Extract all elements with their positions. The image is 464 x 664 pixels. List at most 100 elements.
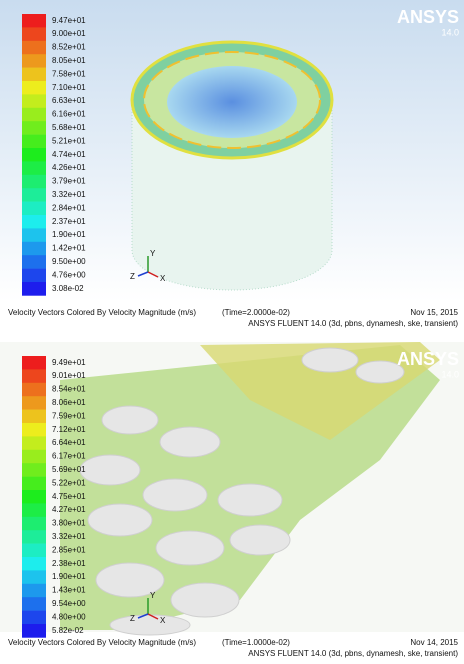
legend-label: 1.90e+01 (52, 230, 86, 239)
triad-label: X (160, 616, 166, 625)
legend-label: 5.22e+01 (52, 478, 86, 487)
caption: Velocity Vectors Colored By Velocity Mag… (8, 638, 196, 647)
legend-swatch (22, 108, 46, 122)
legend-label: 4.27e+01 (52, 505, 86, 514)
legend-label: 3.79e+01 (52, 177, 86, 186)
legend-swatch (22, 383, 46, 397)
legend-label: 9.54e+00 (52, 599, 86, 608)
legend-label: 7.10e+01 (52, 83, 86, 92)
legend-swatch (22, 282, 46, 296)
solver: ANSYS FLUENT 14.0 (3d, pbns, dynamesh, s… (248, 319, 458, 328)
legend-label: 2.37e+01 (52, 217, 86, 226)
legend-label: 9.50e+00 (52, 257, 86, 266)
legend-label: 9.01e+01 (52, 371, 86, 380)
legend-label: 8.52e+01 (52, 43, 86, 52)
legend-label: 4.74e+01 (52, 150, 86, 159)
logo-version: 14.0 (441, 369, 459, 379)
legend-label: 8.54e+01 (52, 385, 86, 394)
triad-label: Y (150, 249, 156, 258)
legend-swatch (22, 202, 46, 216)
caption: Velocity Vectors Colored By Velocity Mag… (8, 308, 196, 317)
legend-swatch (22, 396, 46, 410)
logo: ANSYS (397, 7, 459, 27)
legend-swatch (22, 369, 46, 383)
legend-swatch (22, 423, 46, 437)
legend-swatch (22, 161, 46, 175)
triad-label: Y (150, 591, 156, 600)
legend-label: 4.75e+01 (52, 492, 86, 501)
legend-swatch (22, 242, 46, 256)
legend-label: 7.12e+01 (52, 425, 86, 434)
legend-label: 9.47e+01 (52, 16, 86, 25)
legend-label: 2.85e+01 (52, 545, 86, 554)
legend-swatch (22, 148, 46, 162)
legend-label: 6.63e+01 (52, 96, 86, 105)
time: (Time=2.0000e-02) (222, 308, 290, 317)
legend-swatch (22, 228, 46, 242)
legend-swatch (22, 68, 46, 82)
legend-swatch (22, 215, 46, 229)
triad-label: Z (130, 272, 135, 281)
legend-swatch (22, 121, 46, 135)
legend-swatch (22, 81, 46, 95)
legend-swatch (22, 597, 46, 611)
legend-label: 7.58e+01 (52, 69, 86, 78)
legend-label: 4.80e+00 (52, 612, 86, 621)
legend-label: 7.59e+01 (52, 411, 86, 420)
legend-label: 9.49e+01 (52, 358, 86, 367)
legend-label: 3.32e+01 (52, 532, 86, 541)
legend-label: 8.06e+01 (52, 398, 86, 407)
legend-swatch (22, 255, 46, 269)
legend-swatch (22, 94, 46, 108)
legend-label: 5.21e+01 (52, 136, 86, 145)
legend-swatch (22, 188, 46, 202)
legend-label: 1.90e+01 (52, 572, 86, 581)
legend-swatch (22, 584, 46, 598)
legend-swatch (22, 530, 46, 544)
legend-label: 4.76e+00 (52, 270, 86, 279)
legend-label: 6.16e+01 (52, 110, 86, 119)
legend-swatch (22, 544, 46, 558)
legend-swatch (22, 503, 46, 517)
legend-swatch (22, 450, 46, 464)
legend-label: 3.08e-02 (52, 284, 84, 293)
legend-label: 5.82e-02 (52, 626, 84, 635)
legend-label: 6.17e+01 (52, 452, 86, 461)
logo-version: 14.0 (441, 27, 459, 37)
legend-label: 2.38e+01 (52, 559, 86, 568)
legend-swatch (22, 41, 46, 55)
legend-swatch (22, 557, 46, 571)
legend-swatch (22, 135, 46, 149)
legend-label: 1.43e+01 (52, 586, 86, 595)
legend-swatch (22, 14, 46, 28)
legend-swatch (22, 463, 46, 477)
cylinder-core (167, 66, 297, 138)
legend-swatch (22, 269, 46, 283)
legend-swatch (22, 356, 46, 370)
legend-swatch (22, 477, 46, 491)
date: Nov 14, 2015 (410, 638, 458, 647)
legend-swatch (22, 175, 46, 189)
legend-swatch (22, 410, 46, 424)
legend-label: 3.32e+01 (52, 190, 86, 199)
legend-swatch (22, 490, 46, 504)
legend-swatch (22, 570, 46, 584)
legend-swatch (22, 517, 46, 531)
date: Nov 15, 2015 (410, 308, 458, 317)
time: (Time=1.0000e-02) (222, 638, 290, 647)
legend-swatch (22, 27, 46, 41)
legend-label: 1.42e+01 (52, 244, 86, 253)
legend-label: 2.84e+01 (52, 203, 86, 212)
legend-label: 6.64e+01 (52, 438, 86, 447)
legend-swatch (22, 436, 46, 450)
legend-swatch (22, 611, 46, 625)
figure: 9.47e+019.00e+018.52e+018.05e+017.58e+01… (0, 0, 464, 659)
legend-swatch (22, 624, 46, 638)
legend-label: 5.69e+01 (52, 465, 86, 474)
legend-label: 8.05e+01 (52, 56, 86, 65)
solver: ANSYS FLUENT 14.0 (3d, pbns, dynamesh, s… (248, 649, 458, 658)
logo: ANSYS (397, 349, 459, 369)
legend-label: 4.26e+01 (52, 163, 86, 172)
triad-label: Z (130, 614, 135, 623)
triad-label: X (160, 274, 166, 283)
